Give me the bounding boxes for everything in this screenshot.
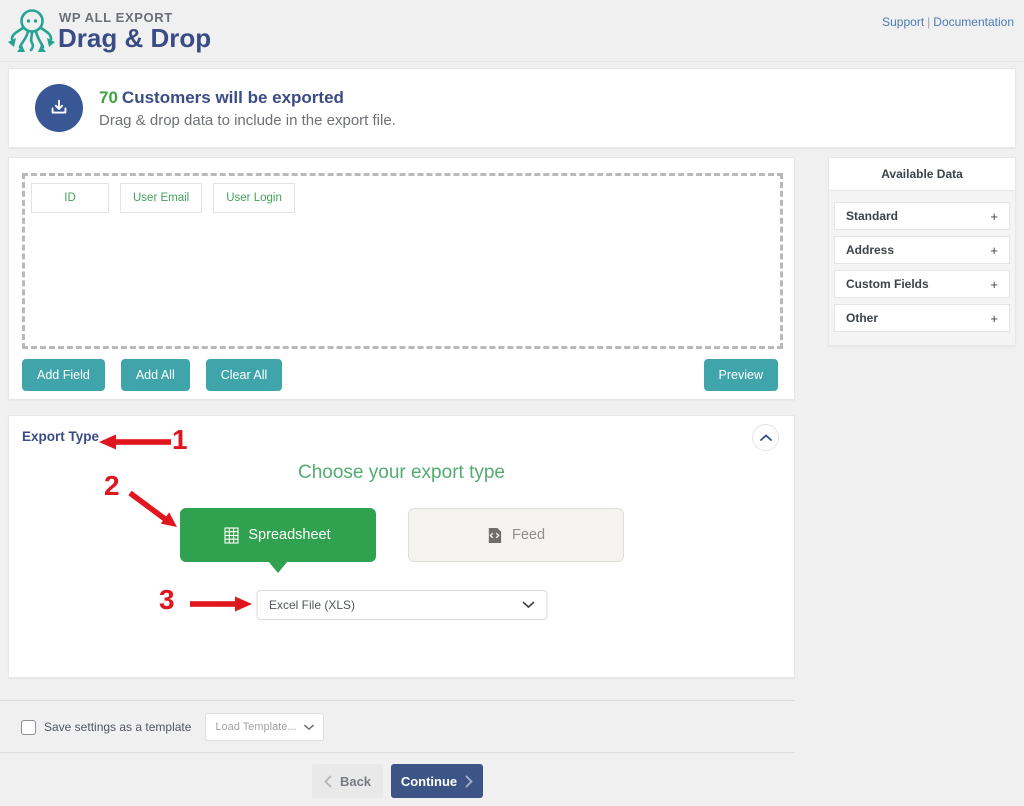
spreadsheet-icon [224,526,239,544]
field-chip[interactable]: User Email [120,183,203,213]
feed-code-file-icon [488,527,502,543]
export-type-options: Spreadsheet Feed [9,508,794,562]
divider [0,752,795,753]
available-data-title: Available Data [829,158,1015,191]
annotation-arrow-diagonal-icon [125,488,179,539]
drag-drop-zone[interactable]: ID User Email User Login [22,173,783,349]
annotation-number-2: 2 [104,470,120,501]
annotation-arrow-right-icon [190,596,252,617]
sidebar-item-label: Standard [846,209,899,223]
plus-icon: + [990,208,998,224]
field-chip[interactable]: ID [31,183,109,213]
banner-title: 70 Customers will be exported [99,88,396,108]
continue-button[interactable]: Continue [391,764,483,798]
builder-toolbar: Add Field Add All Clear All Preview [22,359,778,391]
choose-export-type-heading: Choose your export type [297,462,505,483]
documentation-link[interactable]: Documentation [933,15,1014,29]
sidebar-item-other[interactable]: Other + [834,304,1010,332]
divider [0,700,795,701]
preview-button[interactable]: Preview [703,359,778,391]
load-template-select[interactable]: Load Template... [205,713,324,741]
field-chip-list: ID User Email User Login [25,176,780,220]
back-button[interactable]: Back [312,764,383,798]
plus-icon: + [990,310,998,326]
download-circle-icon [35,84,83,132]
sidebar-item-address[interactable]: Address + [834,236,1010,264]
spreadsheet-label: Spreadsheet [248,527,331,543]
save-template-checkbox[interactable] [21,719,36,735]
annotation-arrow-left-icon [99,434,171,455]
brand-name: WP ALL EXPORT [59,10,173,25]
add-field-button[interactable]: Add Field [22,359,105,391]
wizard-navigation: Back Continue [0,764,795,798]
links-separator: | [927,15,931,29]
export-summary-banner: 70 Customers will be exported Drag & drop… [8,68,1016,148]
chevron-left-icon [324,775,332,787]
chevron-down-icon [303,724,314,730]
annotation-number-1: 1 [172,424,188,455]
plus-icon: + [990,242,998,258]
banner-subtitle: Drag & drop data to include in the expor… [99,111,396,129]
annotation-number-3: 3 [159,584,175,615]
export-title-text: Customers will be exported [121,87,344,107]
add-all-button[interactable]: Add All [120,359,190,391]
back-label: Back [339,773,372,789]
field-chip[interactable]: User Login [213,183,295,213]
clear-all-button[interactable]: Clear All [205,359,283,391]
export-type-label: Export Type [22,429,100,444]
export-count: 70 [99,87,118,107]
support-link[interactable]: Support [882,15,925,29]
plus-icon: + [990,276,998,292]
available-data-sections: Standard + Address + Custom Fields + Oth… [829,191,1015,332]
chevron-right-icon [465,775,473,787]
format-select[interactable]: Excel File (XLS) [256,590,547,620]
template-settings-row: Save settings as a template Load Templat… [21,713,324,741]
sidebar-item-label: Custom Fields [846,277,929,291]
sidebar-item-label: Address [846,243,895,257]
spreadsheet-option-button[interactable]: Spreadsheet [179,508,376,562]
feed-option-button[interactable]: Feed [407,508,624,562]
load-template-value: Load Template... [215,721,297,733]
header: WP ALL EXPORT Drag & Drop Support | Docume… [0,0,1024,62]
sidebar-item-custom-fields[interactable]: Custom Fields + [834,270,1010,298]
chevron-down-icon [522,598,534,612]
export-builder-card: ID User Email User Login Add Field Add A… [8,157,795,400]
sidebar-item-standard[interactable]: Standard + [834,202,1010,230]
chevron-up-icon [759,433,772,441]
export-type-card: Export Type 1 Choose your export type 2 [8,415,795,678]
feed-label: Feed [511,527,546,543]
continue-label: Continue [400,773,458,789]
save-template-label: Save settings as a template [44,720,192,734]
collapse-section-button[interactable] [752,424,779,451]
octopus-logo-icon [8,6,55,61]
format-selected-value: Excel File (XLS) [269,598,356,612]
sidebar-item-label: Other [846,311,879,325]
banner-text: 70 Customers will be exported Drag & drop… [99,88,396,129]
page-title: Drag & Drop [58,23,212,53]
available-data-panel: Available Data Standard + Address + Cust… [828,157,1016,346]
header-links: Support | Documentation [882,15,1014,29]
